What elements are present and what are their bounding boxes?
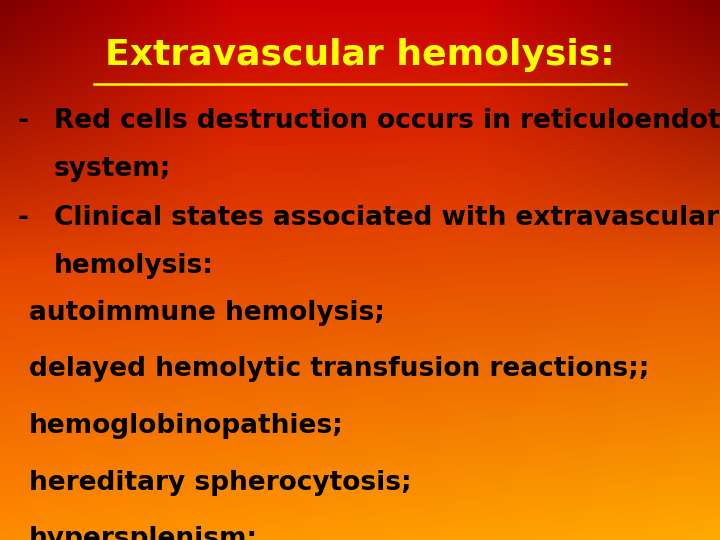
- Text: system;: system;: [54, 156, 171, 181]
- Text: hemolysis:: hemolysis:: [54, 253, 214, 279]
- Text: -: -: [18, 205, 29, 231]
- Text: delayed hemolytic transfusion reactions;;: delayed hemolytic transfusion reactions;…: [29, 356, 649, 382]
- Text: hemoglobinopathies;: hemoglobinopathies;: [29, 413, 343, 439]
- Text: hereditary spherocytosis;: hereditary spherocytosis;: [29, 470, 411, 496]
- Text: Clinical states associated with extravascular: Clinical states associated with extravas…: [54, 205, 719, 231]
- Text: Red cells destruction occurs in reticuloendothelial: Red cells destruction occurs in reticulo…: [54, 108, 720, 134]
- Text: Extravascular hemolysis:: Extravascular hemolysis:: [105, 38, 615, 72]
- Text: hypersplenism;: hypersplenism;: [29, 526, 258, 540]
- Text: -: -: [18, 108, 29, 134]
- Text: autoimmune hemolysis;: autoimmune hemolysis;: [29, 300, 384, 326]
